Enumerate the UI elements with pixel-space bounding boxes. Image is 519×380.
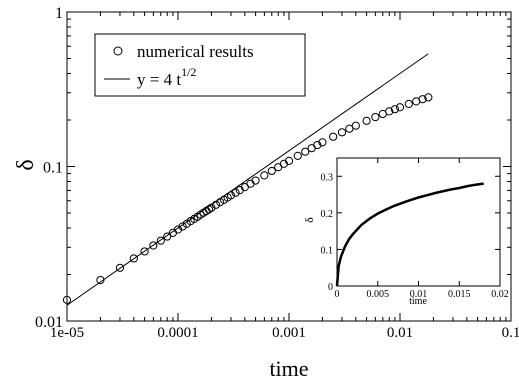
inset-x-tick-label: 0.01 xyxy=(410,289,428,300)
legend: numerical results y = 4 t1/2 xyxy=(94,33,306,97)
data-point xyxy=(226,191,236,200)
data-point xyxy=(351,121,360,130)
legend-box xyxy=(94,33,306,97)
inset-y-tick-label: 0.1 xyxy=(321,245,334,256)
data-point xyxy=(204,205,214,214)
data-point xyxy=(371,112,380,122)
data-point xyxy=(62,295,72,304)
data-point xyxy=(96,275,105,285)
data-point xyxy=(284,156,294,165)
legend-label-numerical: numerical results xyxy=(137,42,254,61)
data-point xyxy=(329,132,338,141)
inset-y-tick-label: 0 xyxy=(328,282,333,293)
data-point xyxy=(301,147,310,156)
data-point xyxy=(163,232,172,241)
reference-line-segment xyxy=(66,53,429,306)
data-point xyxy=(390,105,400,114)
data-point xyxy=(260,171,269,180)
main-scatter-points xyxy=(62,93,433,304)
data-point xyxy=(395,103,405,112)
main-plot: 1e-05 0.0001 0.001 0.01 0.1 0.01 0.1 1 time δ n… xyxy=(13,5,519,380)
inset-ticks: 0 0.005 0.01 0.015 0.02 0 0.1 0.2 0.3 xyxy=(321,158,509,300)
data-point xyxy=(156,236,165,245)
data-point xyxy=(318,138,327,147)
legend-label-fit-base: y = 4 t xyxy=(137,70,181,89)
data-point xyxy=(313,140,322,150)
data-point xyxy=(115,263,125,272)
data-point xyxy=(337,128,347,137)
inset-plot-frame xyxy=(336,157,501,287)
inset-x-tick-label: 0 xyxy=(335,289,340,300)
data-point xyxy=(231,188,240,197)
data-point xyxy=(424,93,433,102)
inset-y-tick-label: 0.2 xyxy=(321,209,334,220)
data-point xyxy=(404,99,413,109)
main-x-tick-label: 0.001 xyxy=(272,325,306,341)
main-x-tick-label: 0.0001 xyxy=(157,325,198,341)
main-x-tick-label: 0.1 xyxy=(502,325,519,341)
legend-marker-circle xyxy=(113,46,123,56)
main-x-tick-label: 1e-05 xyxy=(50,325,84,341)
data-point xyxy=(362,116,371,125)
legend-label-fit: y = 4 t1/2 xyxy=(137,65,196,89)
main-reference-line xyxy=(66,53,429,306)
data-point xyxy=(129,254,138,263)
main-y-tick-label: 1 xyxy=(55,5,63,22)
main-x-tick-label: 0.01 xyxy=(387,325,413,341)
data-point xyxy=(149,241,158,250)
inset-x-axis-label: time xyxy=(409,296,427,307)
main-y-tick-label: 0.1 xyxy=(43,160,63,177)
main-y-tick-label: 0.01 xyxy=(35,314,63,331)
inset-y-tick-label: 0.3 xyxy=(321,172,334,183)
data-point xyxy=(207,203,216,212)
data-point xyxy=(345,124,354,133)
main-x-axis-label: time xyxy=(269,356,308,380)
inset-series-line xyxy=(335,182,484,287)
data-point xyxy=(267,166,276,176)
inset-y-axis-label: δ xyxy=(302,217,316,223)
inset-x-tick-label: 0.005 xyxy=(367,289,390,300)
inset-plot: 0 0.005 0.01 0.015 0.02 0 0.1 0.2 0.3 time δ xyxy=(302,157,509,307)
inset-curve xyxy=(335,182,484,287)
data-point xyxy=(385,107,394,116)
main-y-axis-label: δ xyxy=(13,159,39,170)
legend-label-fit-exponent: 1/2 xyxy=(181,65,196,79)
inset-x-tick-label: 0.02 xyxy=(491,289,509,300)
inset-x-tick-label: 0.015 xyxy=(448,289,471,300)
data-point xyxy=(293,151,302,160)
data-point xyxy=(418,95,427,104)
main-ticks: 1e-05 0.0001 0.001 0.01 0.1 0.01 0.1 1 xyxy=(35,5,519,341)
data-point xyxy=(140,247,149,256)
data-point xyxy=(178,222,187,231)
data-point xyxy=(251,176,260,185)
data-point xyxy=(211,200,221,209)
